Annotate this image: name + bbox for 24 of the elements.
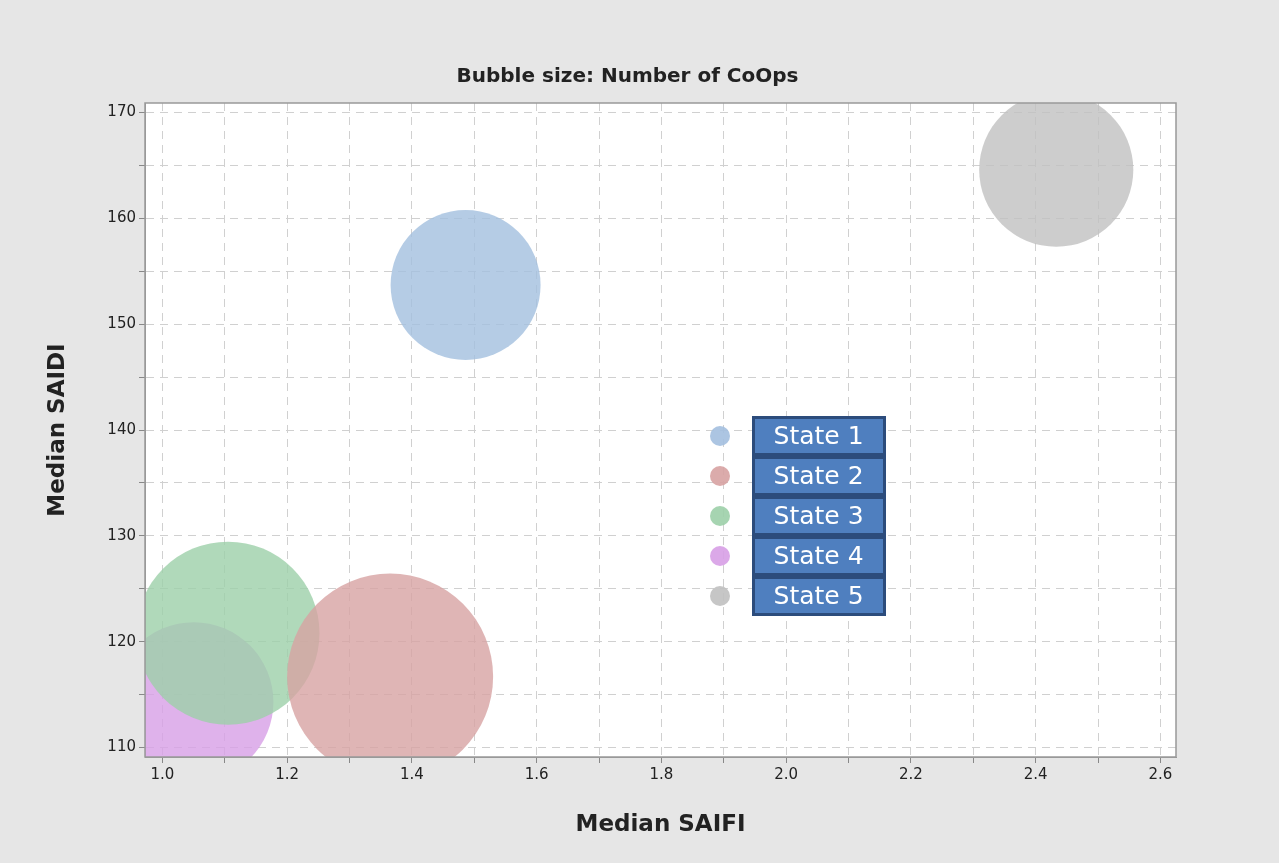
x-tick-label: 1.4: [400, 764, 424, 783]
legend-label: State 4: [751, 535, 886, 576]
y-axis-title: Median SAIDI: [42, 343, 69, 517]
x-tick-label: 2.2: [898, 764, 923, 783]
y-tick-label: 170: [107, 102, 136, 121]
legend-label: State 5: [751, 575, 886, 616]
y-tick-label: 140: [107, 419, 136, 438]
x-tick-label: 2.6: [1148, 764, 1173, 783]
legend-label: State 1: [751, 415, 886, 456]
x-tick-label: 1.2: [275, 764, 300, 783]
chart-title: Bubble size: Number of CoOps: [456, 63, 799, 88]
y-tick-label: 150: [107, 314, 136, 333]
legend-label: State 2: [751, 455, 886, 496]
y-tick-label: 110: [107, 737, 136, 756]
x-axis-title: Median SAIFI: [575, 810, 746, 837]
x-tick-label: 2.0: [774, 764, 799, 783]
legend-label: State 3: [751, 495, 886, 536]
y-tick-label: 120: [107, 631, 136, 650]
x-tick-label: 1.6: [524, 764, 549, 783]
x-tick-label: 1.8: [649, 764, 674, 783]
x-tick-label: 2.4: [1023, 764, 1048, 783]
y-tick-label: 160: [107, 208, 136, 227]
y-tick-label: 130: [107, 525, 136, 544]
x-tick-label: 1.0: [150, 764, 175, 783]
